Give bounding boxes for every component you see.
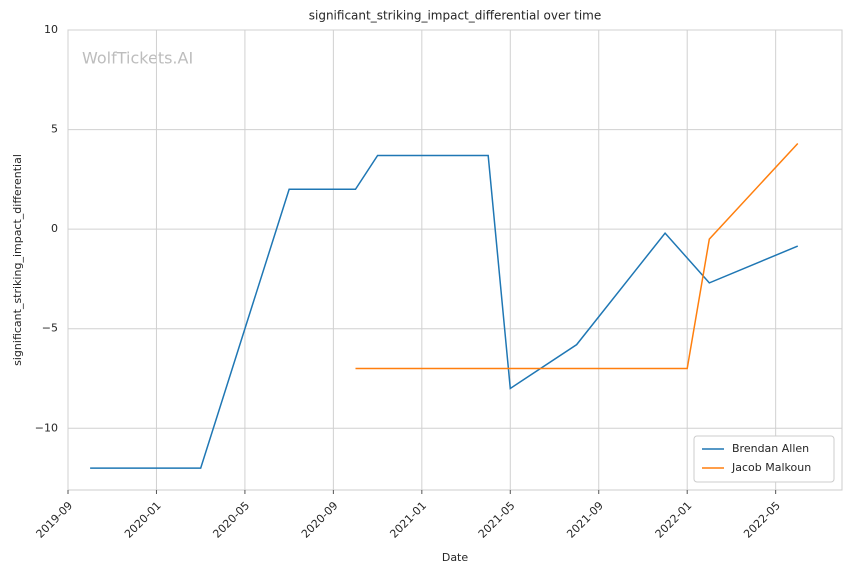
x-tick-label: 2021-01: [387, 499, 429, 541]
x-tick-label: 2020-01: [122, 499, 164, 541]
x-tick-label: 2020-05: [210, 499, 252, 541]
x-tick-label: 2021-09: [564, 499, 606, 541]
x-axis-label: Date: [442, 551, 469, 564]
x-tick-label: 2022-01: [653, 499, 695, 541]
legend-box: [693, 435, 835, 483]
x-tick-label: 2021-05: [476, 499, 518, 541]
legend-label: Brendan Allen: [732, 442, 809, 455]
series-line: [355, 142, 799, 370]
y-tick-label: −10: [35, 421, 58, 434]
x-tick-label: 2019-09: [34, 499, 76, 541]
watermark: WolfTickets.AI: [82, 49, 193, 68]
series-line: [90, 154, 799, 469]
x-tick-label: 2020-09: [299, 499, 341, 541]
y-tick-label: 10: [44, 23, 58, 36]
x-tick-label: 2022-05: [741, 499, 783, 541]
legend-label: Jacob Malkoun: [731, 461, 811, 474]
y-axis-label: significant_striking_impact_differential: [11, 154, 24, 366]
y-tick-label: −5: [42, 322, 58, 335]
y-tick-label: 5: [51, 123, 58, 136]
plot-area: [67, 29, 843, 491]
y-tick-label: 0: [51, 222, 58, 235]
chart-title: significant_striking_impact_differential…: [309, 9, 601, 23]
